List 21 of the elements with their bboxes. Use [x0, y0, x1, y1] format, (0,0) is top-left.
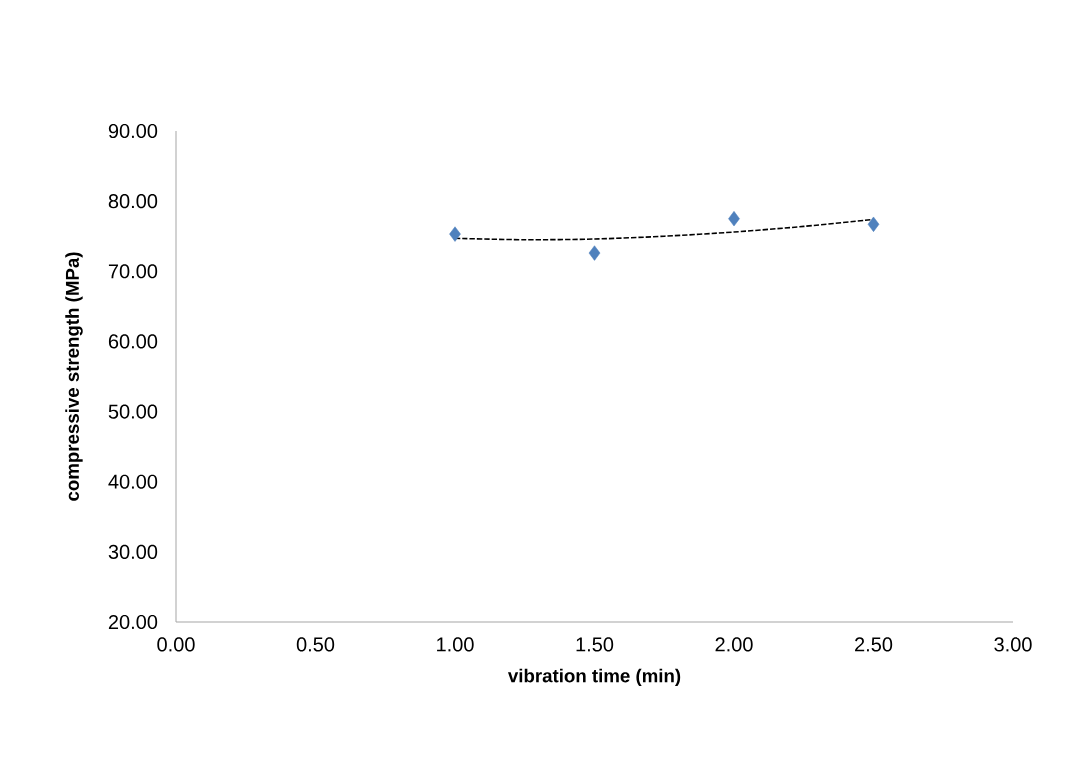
- y-tick-label: 90.00: [108, 123, 158, 139]
- y-axis-title: compressive strength (MPa): [65, 252, 83, 501]
- point: [588, 245, 601, 261]
- x-tick-label: 1.50: [576, 637, 614, 652]
- x-axis-title: vibration time (min): [507, 668, 681, 687]
- y-tick-label: 80.00: [108, 194, 158, 209]
- x-tick-label: 3.00: [994, 637, 1032, 652]
- point: [449, 226, 461, 242]
- y-tick-label: 30.00: [108, 544, 158, 559]
- x-tick-label: 1.00: [437, 637, 474, 652]
- y-tick-label: 70.00: [108, 264, 158, 279]
- x-tick-label: 0.50: [296, 637, 335, 652]
- y-tick-label: 50.00: [108, 404, 158, 419]
- y-tick-label: 20.00: [108, 614, 158, 630]
- y-tick-label: 60.00: [108, 334, 158, 349]
- y-tick-label: 40.00: [108, 474, 158, 489]
- point: [867, 216, 880, 232]
- x-tick-label: 2.00: [715, 637, 753, 652]
- x-tick-label: 0.00: [157, 637, 195, 652]
- x-tick-label: 2.50: [855, 637, 893, 652]
- point: [728, 211, 740, 227]
